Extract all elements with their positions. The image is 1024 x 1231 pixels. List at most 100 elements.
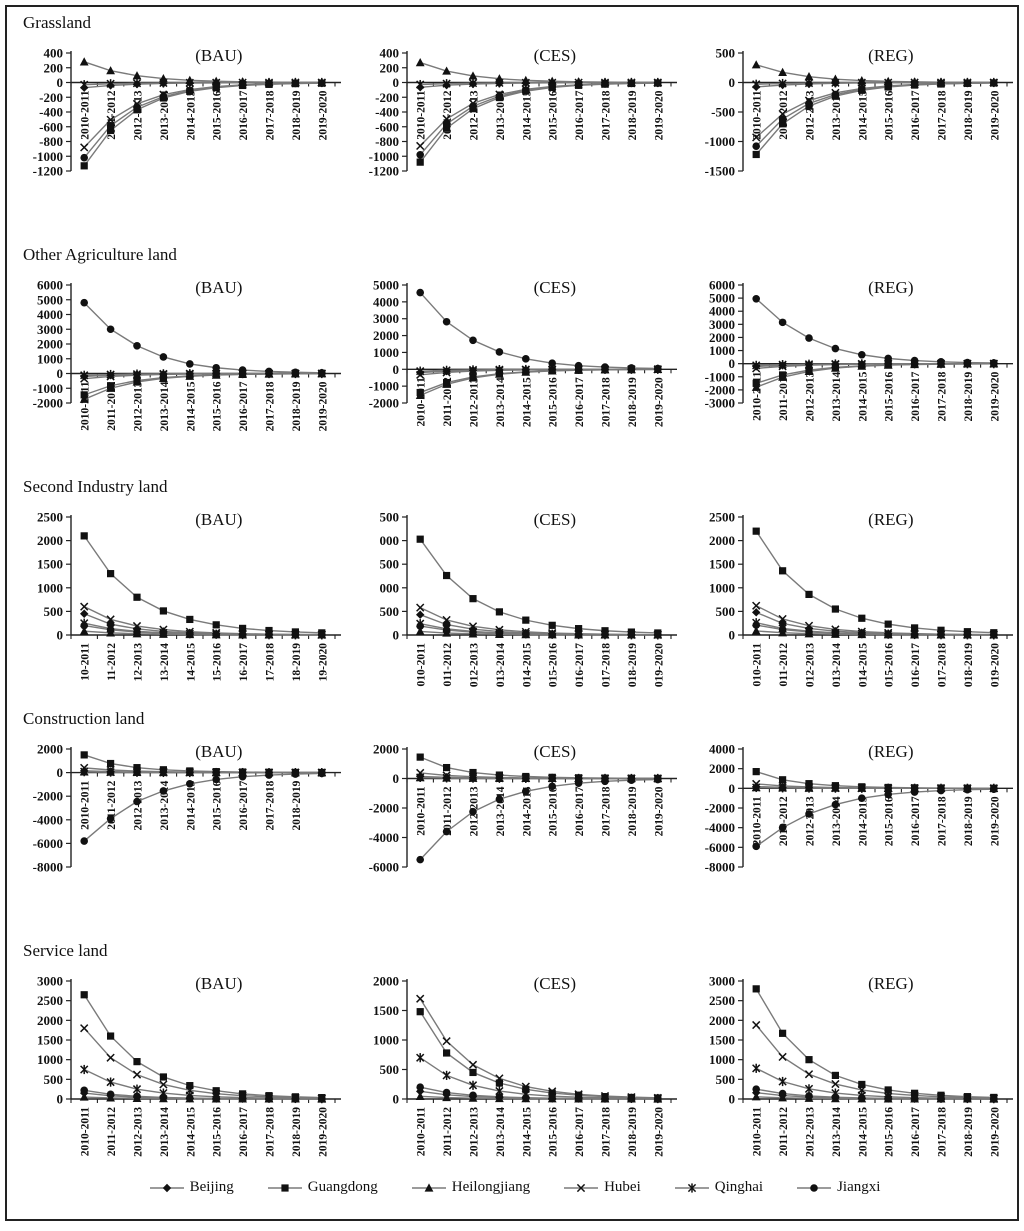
svg-text:2015-2016: 2015-2016	[548, 786, 560, 836]
svg-text:0: 0	[57, 628, 64, 643]
legend-item-hubei: Hubei	[564, 1179, 641, 1196]
svg-text:0: 0	[57, 366, 64, 381]
svg-text:2010-2011: 2010-2011	[80, 381, 92, 430]
svg-text:2017-2018: 2017-2018	[937, 90, 949, 140]
svg-text:0: 0	[729, 1092, 736, 1107]
chart-service-ces: 2000 1500 1000 500 0 2010-2011 2011-2012 2012-2…	[349, 961, 683, 1171]
svg-text:2012-2013: 2012-2013	[805, 796, 817, 846]
svg-text:2011-2012: 2011-2012	[106, 1107, 118, 1156]
svg-text:2014-2015: 2014-2015	[521, 786, 533, 836]
svg-text:4000: 4000	[709, 742, 735, 757]
svg-text:019-2020: 019-2020	[653, 643, 665, 687]
svg-text:2016-2017: 2016-2017	[238, 780, 250, 830]
svg-text:2012-2013: 2012-2013	[133, 780, 145, 830]
svg-text:1500: 1500	[37, 557, 63, 572]
svg-text:2019-2020: 2019-2020	[989, 371, 1001, 421]
svg-text:-500: -500	[711, 105, 735, 120]
chart-svg: 6000500040003000200010000-1000-2000-3000…	[705, 278, 1013, 422]
svg-text:2017-2018: 2017-2018	[601, 1107, 613, 1157]
svg-text:500: 500	[716, 46, 736, 61]
svg-text:2016-2017: 2016-2017	[910, 1107, 922, 1157]
chart-svg: 2500 2000 1500 1000 500 0 10-2011 11-2012 12-201…	[37, 510, 341, 682]
svg-text:500: 500	[380, 557, 400, 572]
svg-text:2018-2019: 2018-2019	[627, 786, 639, 836]
svg-text:2015-2016: 2015-2016	[548, 1107, 560, 1157]
legend-label: Qinghai	[714, 1179, 764, 1195]
svg-text:-4000: -4000	[33, 812, 63, 827]
svg-text:2018-2019: 2018-2019	[291, 381, 303, 431]
legend-label: Hubei	[604, 1179, 641, 1195]
svg-text:2015-2016: 2015-2016	[884, 1107, 896, 1157]
svg-text:(CES): (CES)	[534, 974, 577, 993]
chart-second-industry-bau: 2500 2000 1500 1000 500 0 10-2011 11-2012 12-201…	[13, 497, 347, 707]
svg-text:013-2014: 013-2014	[495, 643, 507, 687]
svg-text:2014-2015: 2014-2015	[857, 796, 869, 846]
svg-text:2018-2019: 2018-2019	[291, 1107, 303, 1157]
svg-text:2015-2016: 2015-2016	[884, 796, 896, 846]
legend-item-qinghai: Qinghai	[674, 1179, 764, 1196]
row-title-grassland: Grassland	[23, 13, 91, 32]
row-service: Service land 3000 2500 2000 1500 1000 500 0 201…	[13, 941, 1017, 1171]
chart-svg: 5000-500-1000-15002010-20112011-20122012…	[705, 46, 1013, 179]
chart-svg: 3000 2500 2000 1500 1000 500 0 2010-2011 2011-20…	[37, 974, 341, 1157]
svg-text:013-2014: 013-2014	[831, 643, 843, 687]
chart-svg: 4000 2000 0 -2000 -4000 -6000 -8000 2010-2011 20…	[705, 742, 1013, 875]
chart-svg: 500 000 500 000 500 0 010-2011 011-2012 012-2013…	[380, 510, 677, 687]
svg-text:0: 0	[57, 765, 64, 780]
svg-text:2015-2016: 2015-2016	[212, 381, 224, 431]
svg-text:017-2018: 017-2018	[601, 643, 613, 687]
svg-text:-6000: -6000	[705, 840, 735, 855]
svg-text:2018-2019: 2018-2019	[291, 780, 303, 830]
svg-text:5000: 5000	[373, 278, 399, 293]
svg-text:2010-2011: 2010-2011	[752, 1107, 764, 1156]
chart-grassland-bau: 400 200 0 -200 -400 -600 -800 -1000 -1200 2010-20…	[13, 33, 347, 243]
svg-text:13-2014: 13-2014	[159, 643, 171, 682]
svg-text:2000: 2000	[37, 337, 63, 352]
svg-text:2000: 2000	[709, 1013, 735, 1028]
row-title-construction: Construction land	[23, 709, 145, 728]
svg-text:-400: -400	[375, 105, 399, 120]
svg-text:200: 200	[44, 60, 64, 75]
svg-text:500: 500	[380, 1062, 400, 1077]
legend-item-jiangxi: Jiangxi	[797, 1179, 880, 1196]
svg-text:2010-2011: 2010-2011	[752, 371, 764, 420]
svg-text:2017-2018: 2017-2018	[265, 90, 277, 140]
svg-text:2011-2012: 2011-2012	[106, 381, 118, 430]
svg-text:2016-2017: 2016-2017	[238, 90, 250, 140]
svg-text:2500: 2500	[709, 993, 735, 1008]
svg-text:-1000: -1000	[705, 134, 735, 149]
svg-text:0: 0	[393, 1092, 400, 1107]
svg-text:2012-2013: 2012-2013	[805, 1107, 817, 1157]
svg-text:17-2018: 17-2018	[265, 643, 277, 682]
svg-text:2014-2015: 2014-2015	[185, 381, 197, 431]
svg-text:10-2011: 10-2011	[80, 643, 92, 681]
svg-text:2019-2020: 2019-2020	[989, 1107, 1001, 1157]
chart-svg: 2000 0 -2000 -4000 -6000 -8000 2010-2011 2011-2…	[33, 742, 341, 875]
svg-text:2016-2017: 2016-2017	[238, 381, 250, 431]
svg-text:2013-2014: 2013-2014	[831, 796, 843, 846]
svg-text:200: 200	[380, 60, 400, 75]
svg-text:0: 0	[729, 628, 736, 643]
svg-text:0: 0	[729, 356, 736, 371]
svg-text:(REG): (REG)	[868, 278, 913, 297]
svg-text:2016-2017: 2016-2017	[910, 90, 922, 140]
svg-text:(BAU): (BAU)	[195, 278, 242, 297]
svg-text:0: 0	[729, 75, 736, 90]
svg-text:-6000: -6000	[33, 836, 63, 851]
svg-text:(REG): (REG)	[868, 46, 913, 65]
svg-text:-4000: -4000	[705, 820, 735, 835]
figure-frame: Grassland 400 200 0 -200 -400 -600 -800 -1000 -1…	[5, 5, 1019, 1221]
row-title-other-agriculture: Other Agriculture land	[23, 245, 177, 264]
svg-text:-3000: -3000	[705, 396, 735, 411]
chart-construction-reg: 4000 2000 0 -2000 -4000 -6000 -8000 2010-2011 20…	[685, 729, 1017, 939]
svg-text:500: 500	[44, 1072, 64, 1087]
svg-text:017-2018: 017-2018	[937, 643, 949, 687]
svg-text:2013-2014: 2013-2014	[495, 377, 507, 427]
svg-text:0: 0	[393, 362, 400, 377]
svg-text:018-2019: 018-2019	[627, 643, 639, 687]
chart-grassland-reg: 5000-500-1000-15002010-20112011-20122012…	[685, 33, 1017, 243]
svg-text:2019-2020: 2019-2020	[989, 796, 1001, 846]
svg-text:2010-2011: 2010-2011	[416, 1107, 428, 1156]
svg-text:2500: 2500	[709, 510, 735, 525]
